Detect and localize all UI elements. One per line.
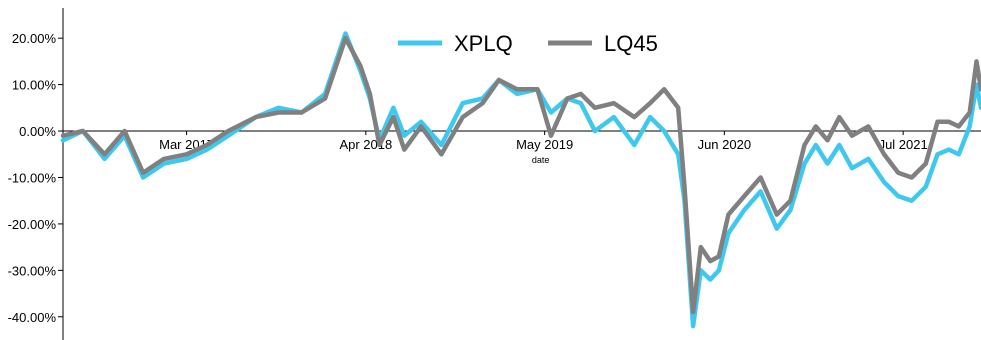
x-axis-ticks: Mar 2017 Apr 2018 May 2019 Jun 2020 Jul 2021: [159, 131, 928, 152]
y-tick-label: 0.00%: [19, 124, 56, 139]
y-tick-label: 20.00%: [12, 31, 57, 46]
y-tick-label: -30.00%: [8, 263, 57, 278]
y-tick-label: -10.00%: [8, 170, 57, 185]
y-tick-label: -40.00%: [8, 310, 57, 325]
legend-label-xplq: XPLQ: [454, 31, 513, 56]
series-layer: [60, 31, 981, 329]
series-line-xplq: [60, 31, 981, 329]
series-line-lq45: [60, 35, 981, 315]
legend-label-lq45: LQ45: [604, 31, 658, 56]
y-tick-label: -20.00%: [8, 217, 57, 232]
x-tick-label: Jun 2020: [698, 137, 752, 152]
y-tick-label: 10.00%: [12, 78, 57, 93]
y-axis-ticks: 20.00% 10.00% 0.00% -10.00% -20.00% -30.00% -4…: [8, 31, 63, 325]
x-tick-label: Jul 2021: [879, 137, 928, 152]
x-axis-title: date: [532, 155, 550, 165]
legend: XPLQ LQ45: [398, 31, 658, 56]
x-tick-label: May 2019: [516, 137, 573, 152]
